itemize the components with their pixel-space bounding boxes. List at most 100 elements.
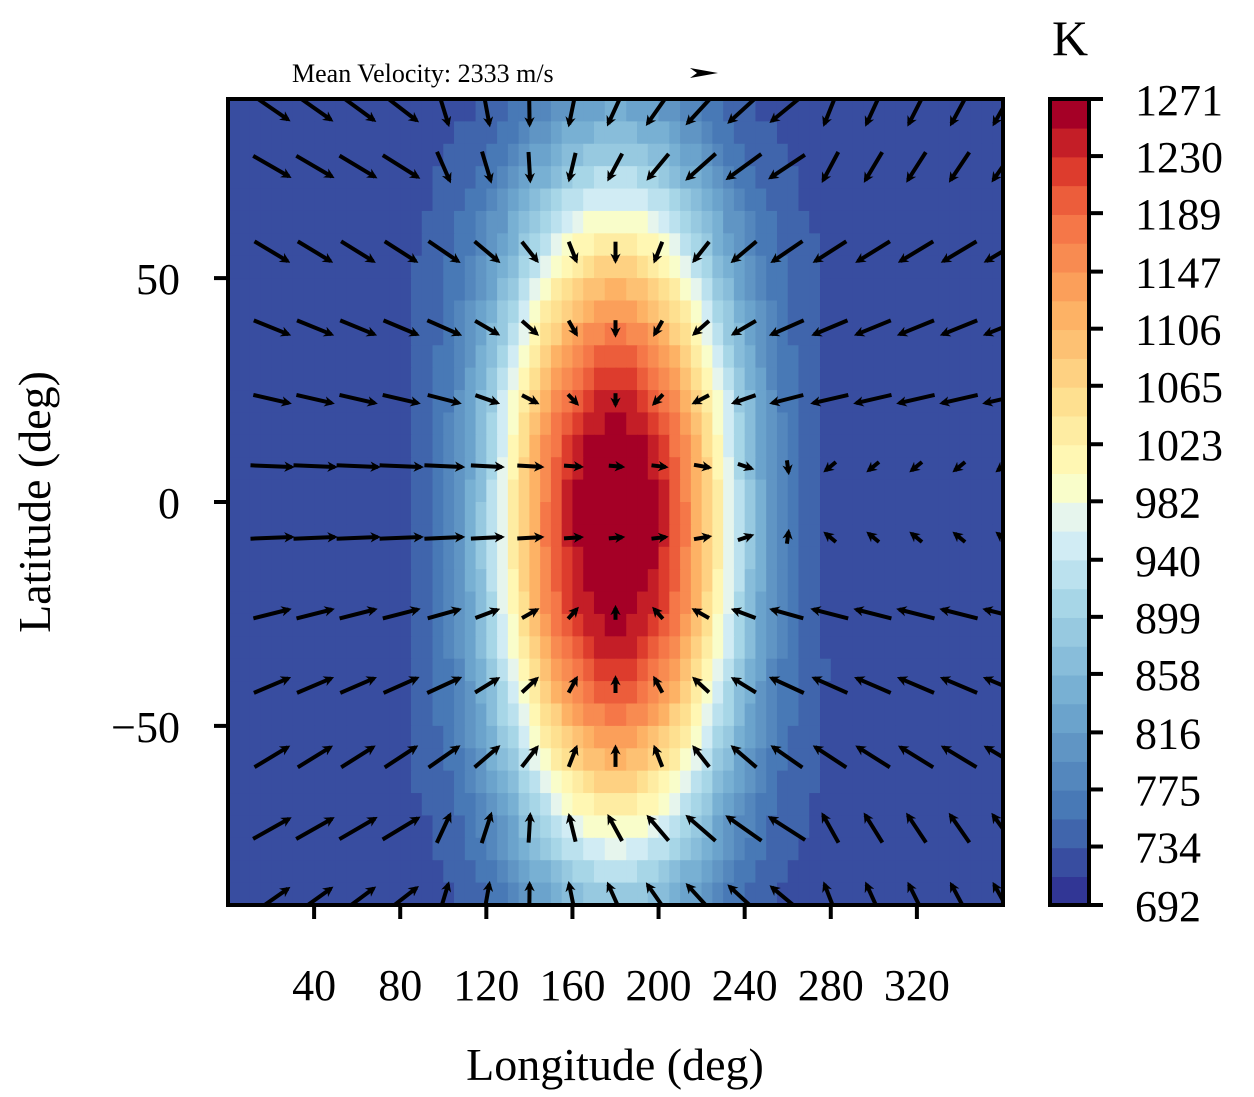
colorbar-band	[1050, 185, 1089, 215]
temperature-cell	[744, 770, 757, 794]
temperature-cell	[400, 860, 412, 884]
temperature-cell	[540, 210, 552, 235]
temperature-cell	[357, 412, 369, 436]
temperature-cell	[841, 457, 854, 481]
temperature-cell	[443, 412, 455, 436]
temperature-cell	[809, 770, 821, 794]
temperature-cell	[755, 793, 768, 817]
temperature-cell	[238, 591, 251, 615]
wind-vector-arrow	[521, 608, 540, 620]
temperature-cell	[830, 457, 843, 481]
temperature-cell	[809, 255, 821, 280]
temperature-cell	[959, 546, 972, 571]
wind-vector-arrow	[479, 811, 494, 844]
temperature-cell	[863, 367, 875, 391]
temperature-cell	[378, 658, 391, 683]
temperature-cell	[432, 322, 445, 347]
temperature-cell	[378, 860, 391, 884]
temperature-cell	[927, 725, 940, 750]
wind-vector-arrow	[474, 676, 501, 695]
wind-vector-arrow	[685, 152, 718, 181]
wind-vector-arrow	[767, 816, 807, 842]
temperature-cell	[755, 434, 768, 459]
temperature-cell	[712, 367, 725, 391]
temperature-cell	[733, 837, 746, 862]
temperature-cell	[680, 524, 692, 548]
wind-vector-arrow	[427, 606, 462, 621]
temperature-cell	[647, 658, 660, 683]
temperature-cell	[550, 748, 563, 772]
temperature-cell	[658, 143, 671, 168]
temperature-cell	[690, 636, 703, 660]
colorbar-band	[1050, 156, 1089, 187]
temperature-cell	[507, 300, 520, 324]
temperature-cell	[927, 300, 940, 324]
temperature-cell	[658, 255, 671, 280]
temperature-cell	[335, 613, 348, 638]
temperature-cell	[938, 793, 951, 817]
temperature-cell	[421, 882, 434, 905]
colorbar: K 69273477581685889994098210231065110611…	[1048, 10, 1223, 931]
temperature-cell	[281, 300, 294, 324]
temperature-cell	[723, 278, 735, 302]
temperature-cell	[637, 255, 649, 280]
temperature-cell	[615, 345, 628, 369]
temperature-cell	[798, 569, 811, 593]
temperature-cell	[443, 725, 455, 750]
temperature-cell	[228, 479, 240, 503]
temperature-cell	[249, 278, 262, 302]
temperature-cell	[443, 121, 455, 145]
temperature-cell	[615, 636, 628, 660]
temperature-cell	[798, 210, 811, 235]
temperature-cell	[303, 345, 316, 369]
temperature-cell	[443, 210, 455, 235]
temperature-cell	[755, 524, 768, 548]
temperature-cell	[744, 681, 757, 705]
temperature-cell	[561, 367, 574, 391]
temperature-cell	[572, 479, 585, 503]
temperature-cell	[938, 703, 951, 727]
temperature-cell	[583, 658, 595, 683]
temperature-cell	[863, 322, 875, 347]
temperature-cell	[820, 479, 832, 503]
temperature-cell	[830, 255, 843, 280]
temperature-cell	[238, 457, 251, 481]
temperature-cell	[410, 837, 423, 862]
temperature-cell	[712, 882, 725, 905]
temperature-cell	[863, 591, 875, 615]
temperature-cell	[809, 725, 821, 750]
temperature-cell	[583, 367, 595, 391]
temperature-cell	[949, 658, 961, 683]
temperature-cell	[744, 255, 757, 280]
temperature-cell	[400, 412, 412, 436]
temperature-cell	[378, 882, 391, 905]
temperature-cell	[852, 703, 864, 727]
temperature-cell	[744, 434, 757, 459]
temperature-cell	[454, 837, 466, 862]
temperature-cell	[324, 860, 337, 884]
temperature-cell	[820, 210, 832, 235]
temperature-cell	[357, 300, 369, 324]
temperature-cell	[755, 457, 768, 481]
temperature-cell	[271, 725, 283, 750]
temperature-cell	[863, 748, 875, 772]
temperature-cell	[432, 300, 445, 324]
temperature-cell	[314, 121, 326, 145]
temperature-cell	[249, 255, 262, 280]
temperature-cell	[873, 434, 886, 459]
temperature-cell	[820, 300, 832, 324]
temperature-cell	[507, 210, 520, 235]
temperature-cell	[637, 166, 649, 190]
temperature-cell	[604, 233, 617, 257]
temperature-cell	[830, 479, 843, 503]
temperature-cell	[863, 233, 875, 257]
temperature-cell	[238, 748, 251, 772]
temperature-cell	[303, 121, 316, 145]
wind-vector-arrow	[768, 318, 805, 337]
temperature-cell	[744, 210, 757, 235]
temperature-cell	[400, 703, 412, 727]
temperature-cell	[766, 748, 778, 772]
temperature-cell	[637, 815, 649, 839]
temperature-cell	[927, 502, 940, 526]
temperature-cell	[809, 210, 821, 235]
